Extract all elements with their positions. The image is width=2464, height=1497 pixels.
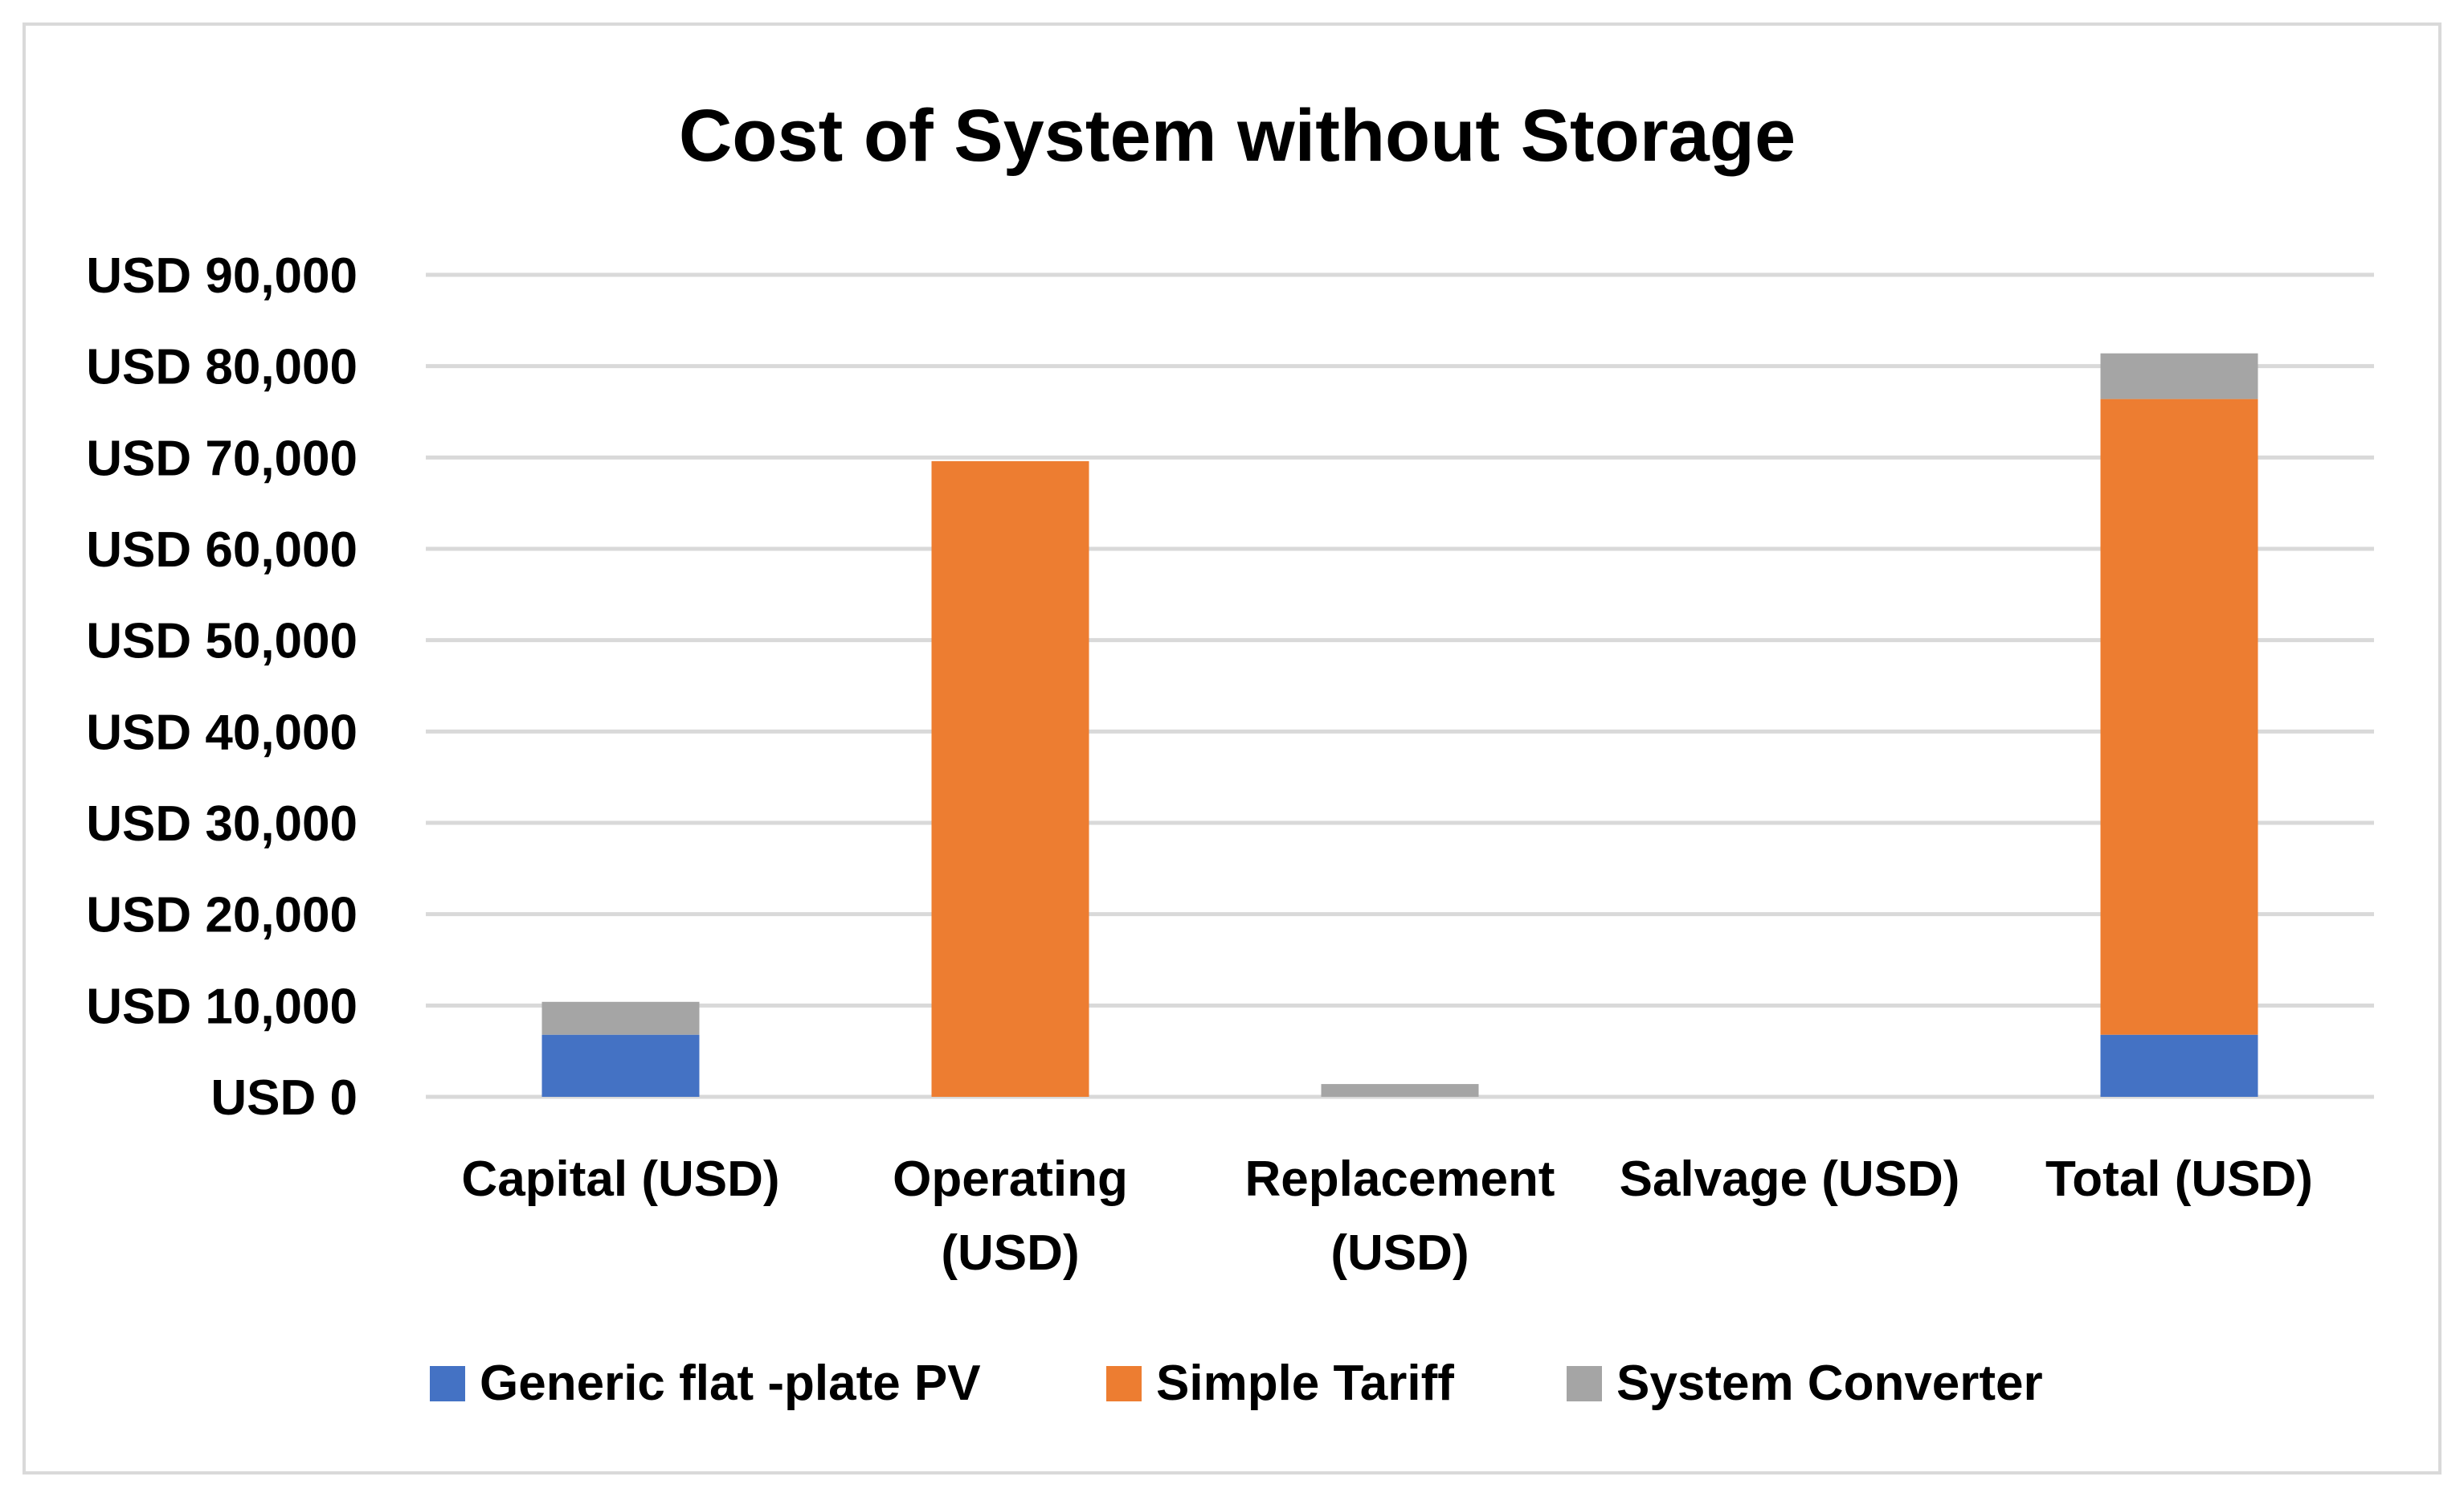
bar-segment [1321, 1084, 1479, 1097]
legend-label: Simple Tariff [1156, 1356, 1454, 1411]
chart-frame [22, 22, 2442, 1475]
chart-title: Cost of System without Storage [679, 95, 1796, 177]
legend-swatch [1567, 1366, 1602, 1401]
y-tick-label: USD 90,000 [86, 248, 358, 304]
legend-label: System Converter [1616, 1356, 2043, 1411]
y-tick-label: USD 70,000 [86, 431, 358, 486]
x-axis: Capital (USD) Operating (USD) Replacement (U… [461, 1151, 2313, 1281]
y-tick-label: USD 50,000 [86, 614, 358, 669]
x-tick-label: Capital (USD) [461, 1151, 779, 1207]
x-tick-label: Salvage (USD) [1620, 1151, 1960, 1207]
x-tick-label: Operating [893, 1151, 1128, 1207]
y-tick-label: USD 40,000 [86, 705, 358, 760]
y-axis: USD 0 USD 10,000 USD 20,000 USD 30,000 USD 4… [86, 248, 358, 1126]
bars [541, 353, 2258, 1097]
y-tick-label: USD 80,000 [86, 340, 358, 395]
legend: Generic flat -plate PV Simple Tariff Syste… [430, 1356, 2043, 1411]
y-tick-label: USD 10,000 [86, 979, 358, 1034]
x-tick-label: (USD) [1330, 1225, 1469, 1281]
y-tick-label: USD 30,000 [86, 796, 358, 852]
y-tick-label: USD 0 [210, 1070, 358, 1126]
x-tick-label: Total (USD) [2045, 1151, 2313, 1207]
bar-segment [541, 1001, 700, 1035]
x-tick-label: (USD) [941, 1225, 1079, 1281]
bar-segment [2100, 399, 2258, 1035]
y-tick-label: USD 20,000 [86, 888, 358, 943]
gridlines [426, 272, 2374, 1099]
y-tick-label: USD 60,000 [86, 522, 358, 578]
bar-segment [2100, 353, 2258, 399]
legend-swatch [430, 1366, 465, 1401]
legend-label: Generic flat -plate PV [480, 1356, 981, 1411]
bar-segment [931, 460, 1089, 1097]
bar-segment [541, 1034, 700, 1097]
bar-segment [2100, 1034, 2258, 1097]
x-tick-label: Replacement [1245, 1151, 1555, 1207]
legend-swatch [1106, 1366, 1142, 1401]
